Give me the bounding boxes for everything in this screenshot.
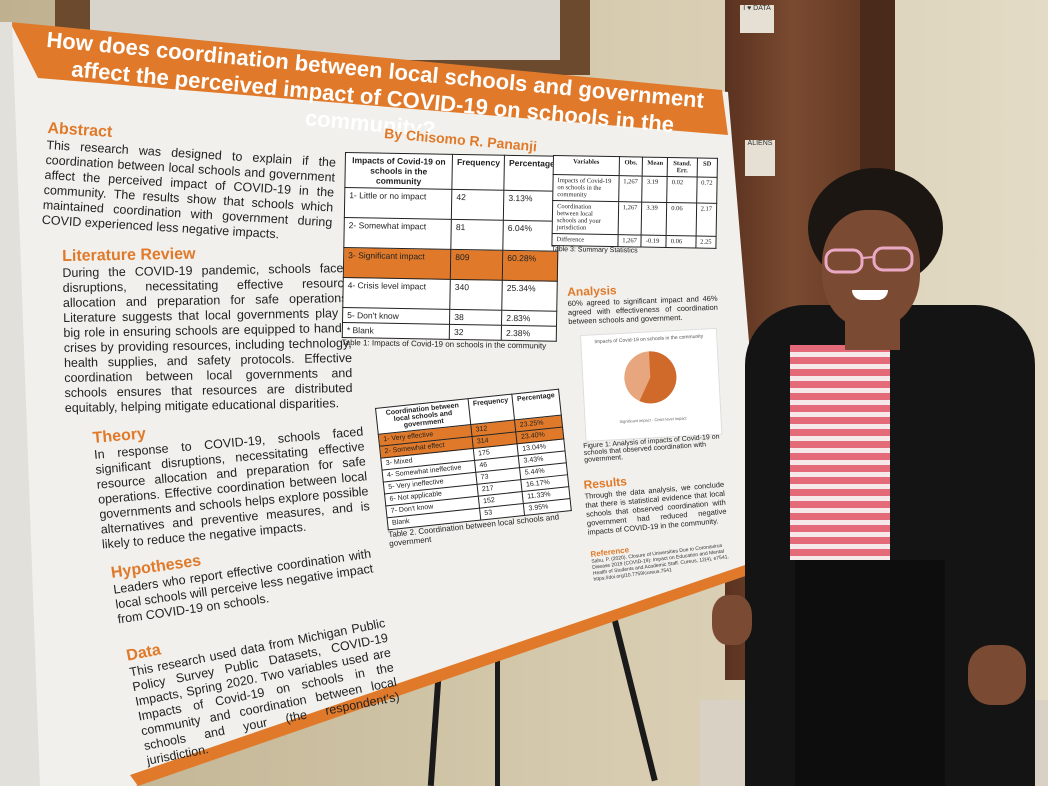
cell: 2.25 [695, 236, 717, 249]
person-pants [795, 560, 945, 786]
table-row: 1- Little or no impact 42 3.13% [344, 187, 559, 222]
table-row: Impacts of Covid-19 on schools in the co… [552, 174, 718, 204]
title-banner [10, 22, 728, 135]
cell: 38 [449, 309, 502, 326]
easel-leg [495, 650, 500, 786]
person-smile [852, 290, 888, 300]
cell: -0.19 [641, 235, 667, 248]
table-header: SD [696, 158, 718, 178]
cell: 2.38% [501, 325, 557, 342]
cell: 3.19 [642, 176, 668, 203]
analysis-section: Analysis 60% agreed to significant impac… [567, 280, 718, 326]
cell: 1- Little or no impact [344, 187, 453, 220]
table-header: Obs. [618, 156, 643, 177]
pie-chart [624, 351, 677, 404]
cell: 2.83% [501, 310, 557, 327]
figure1-legend: Significant impact · Crisis level impact [619, 415, 687, 425]
theory-section: Theory In response to COVID-19, schools … [92, 406, 372, 552]
person-striped-shirt [790, 345, 890, 560]
cell: 81 [450, 219, 504, 251]
person-hand [968, 645, 1026, 705]
cell: * Blank [342, 322, 450, 340]
cell: Difference [551, 233, 618, 247]
figure1-chart: Impacts of Covid-19 on schools in the co… [580, 327, 723, 442]
cell: 42 [451, 189, 505, 221]
literature-review-text: During the COVID-19 pandemic, schools fa… [62, 260, 353, 415]
table2: Coordination between local schools and g… [375, 388, 574, 548]
legend-item: Crisis level impact [654, 415, 687, 423]
table-header: Stand. Err. [667, 157, 698, 178]
cell: 2.17 [695, 203, 717, 237]
cell: 25.34% [501, 280, 558, 312]
table3: Variables Obs. Mean Stand. Err. SD Impacts o… [551, 155, 718, 256]
legend-item: Significant impact [619, 417, 651, 425]
abstract-text: This research was designed to explain if… [41, 137, 337, 242]
cell: 60.28% [502, 250, 558, 282]
bottom-stripe [130, 565, 748, 786]
cell: 32 [449, 324, 502, 341]
literature-review-section: Literature Review During the COVID-19 pa… [62, 243, 353, 416]
table1: Impacts of Covid-19 on schools in the co… [342, 152, 560, 351]
cell: 6.04% [502, 220, 559, 252]
table-header: Mean [642, 157, 668, 177]
cell: 1,267 [617, 234, 642, 248]
cell: 3- Significant impact [343, 247, 451, 280]
analysis-text: 60% agreed to significant impact and 46%… [567, 293, 719, 326]
cell: 2- Somewhat impact [343, 217, 452, 250]
table-row: 4- Crisis level impact 340 25.34% [342, 277, 558, 312]
cell: 0.02 [666, 176, 697, 204]
table-row: 2- Somewhat impact 81 6.04% [343, 217, 559, 252]
table-row-highlighted: 3- Significant impact 809 60.28% [343, 247, 558, 282]
cell: 4- Crisis level impact [342, 277, 451, 310]
cell: 0.72 [696, 177, 718, 204]
results-section: Results Through the data analysis, we co… [583, 466, 728, 537]
table-header: Variables [553, 155, 620, 176]
cell: 3.39 [641, 202, 667, 236]
pie-slice-significant [639, 351, 677, 404]
table-header: Impacts of Covid-19 on schools in the co… [344, 152, 453, 190]
person-hand [712, 595, 752, 645]
cell: 1,267 [617, 201, 643, 236]
table-header: Percentage [504, 155, 560, 192]
cell: 809 [450, 249, 503, 281]
cell: 1,267 [618, 175, 643, 203]
cell: 0.06 [666, 235, 696, 249]
cell: 340 [449, 279, 503, 311]
door-sticker: I ♥ DATA [740, 5, 774, 33]
glasses-icon [824, 246, 914, 274]
abstract-section: Abstract This research was designed to e… [41, 120, 337, 246]
cell: 0.06 [666, 202, 697, 237]
cell: Impacts of Covid-19 on schools in the co… [552, 174, 619, 202]
table-row: Coordination between local schools and y… [552, 200, 717, 237]
table-header: Frequency [452, 154, 505, 191]
cell: Coordination between local schools and y… [552, 200, 619, 235]
cell: 3.13% [503, 190, 559, 222]
door-sticker: ALIENS [745, 140, 775, 176]
